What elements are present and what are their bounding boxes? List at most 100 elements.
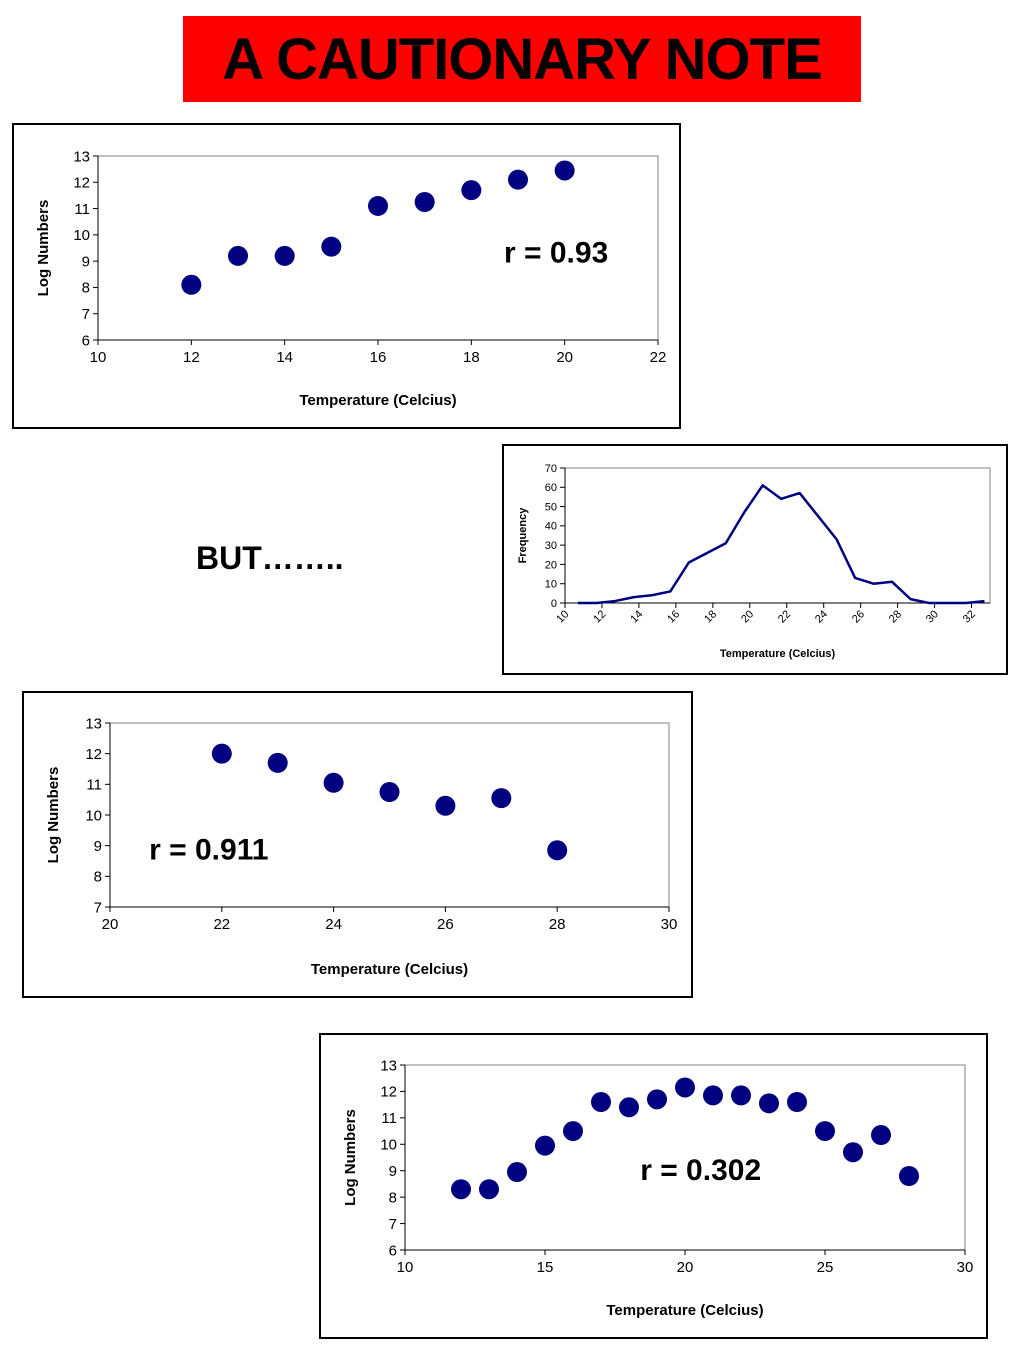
x-tick-label: 26 (850, 608, 867, 625)
y-tick-label: 8 (389, 1189, 397, 1206)
series-line (577, 484, 985, 605)
y-tick-label: 6 (82, 332, 90, 349)
y-tick-label: 7 (389, 1216, 397, 1233)
x-tick-label: 10 (397, 1259, 414, 1276)
data-point (563, 1121, 583, 1142)
y-tick-label: 6 (389, 1242, 397, 1259)
y-tick-label: 7 (82, 306, 90, 323)
y-tick-label: 30 (545, 540, 557, 552)
data-point (491, 788, 512, 809)
x-axis-label: Temperature (Celcius) (720, 648, 836, 660)
y-tick-label: 40 (545, 521, 557, 533)
data-point (451, 1179, 471, 1200)
x-tick-label: 16 (370, 349, 387, 366)
data-point (731, 1085, 751, 1106)
plot-area (109, 722, 670, 908)
data-point (647, 1089, 667, 1110)
data-point (899, 1166, 919, 1186)
x-tick-label: 14 (628, 608, 645, 625)
y-tick-label: 13 (85, 715, 102, 732)
chart-3: 7 8 9 10 11 12 13 20 22 24 26 28 30 Temperature (Celc… (45, 715, 678, 978)
data-point (479, 1179, 499, 1200)
y-tick-label: 10 (85, 807, 102, 824)
y-tick-label: 0 (551, 598, 557, 610)
chart-4: 6 7 8 9 10 11 12 13 10 15 20 25 30 Temperature (Celci… (342, 1057, 974, 1319)
y-tick-label: 8 (82, 280, 90, 297)
x-tick-label: 30 (957, 1259, 974, 1276)
x-tick-label: 15 (537, 1259, 554, 1276)
data-point (323, 772, 344, 793)
x-tick-label: 20 (102, 916, 119, 933)
y-tick-label: 60 (545, 482, 557, 494)
data-point (675, 1077, 695, 1098)
data-point (547, 840, 568, 861)
data-point (815, 1121, 835, 1142)
data-point (267, 752, 288, 773)
data-point (508, 169, 528, 190)
y-tick-label: 12 (380, 1084, 397, 1101)
x-tick-label: 22 (776, 608, 793, 625)
x-tick-label: 14 (276, 349, 293, 366)
data-point (871, 1125, 891, 1146)
data-point (379, 782, 400, 802)
y-tick-label: 9 (389, 1163, 397, 1180)
data-point (435, 795, 456, 816)
x-tick-label: 26 (437, 916, 454, 933)
correlation-label: r = 0.302 (640, 1154, 761, 1187)
y-tick-label: 9 (94, 838, 102, 855)
x-tick-label: 22 (213, 916, 230, 933)
chart-panel-2: 0 10 20 30 40 50 60 70 10 12 14 16 18 20 22 24 26 28 30 32 T… (502, 444, 1008, 675)
correlation-label: r = 0.911 (149, 833, 268, 866)
y-tick-label: 11 (381, 1110, 397, 1127)
data-point (461, 180, 482, 201)
y-tick-label: 8 (94, 869, 102, 886)
x-tick-label: 30 (924, 608, 941, 625)
data-point (759, 1093, 779, 1114)
data-point (787, 1092, 807, 1112)
data-point (843, 1142, 863, 1163)
data-point (274, 245, 295, 266)
data-point (228, 245, 248, 266)
x-tick-label: 10 (554, 608, 571, 625)
y-tick-label: 10 (545, 579, 557, 591)
data-point (321, 236, 342, 257)
chart-panel-1: 6 7 8 9 10 11 12 13 10 12 14 16 18 20 22 Temperature (C… (12, 123, 681, 429)
y-axis-label: Log Numbers (45, 767, 62, 864)
x-axis-label: Temperature (Celcius) (299, 392, 456, 409)
x-axis-label: Temperature (Celcius) (311, 961, 468, 978)
chart-panel-3: 7 8 9 10 11 12 13 20 22 24 26 28 30 Temperature (Celc… (22, 691, 693, 998)
data-point (554, 160, 575, 181)
x-tick-label: 16 (665, 608, 682, 625)
y-tick-label: 7 (94, 899, 102, 916)
x-tick-label: 32 (961, 608, 978, 625)
y-tick-label: 12 (85, 746, 102, 763)
y-tick-label: 11 (74, 201, 90, 218)
page-title: A CAUTIONARY NOTE (222, 26, 823, 92)
data-point (535, 1135, 555, 1156)
data-point (619, 1097, 639, 1118)
x-tick-label: 18 (702, 608, 719, 625)
y-tick-label: 10 (380, 1137, 397, 1154)
x-tick-label: 24 (325, 916, 342, 933)
y-tick-label: 50 (545, 501, 557, 513)
y-tick-label: 11 (86, 777, 102, 794)
x-tick-label: 28 (549, 916, 566, 933)
data-point (507, 1162, 527, 1183)
y-axis-label: Frequency (517, 507, 529, 564)
x-tick-label: 12 (183, 349, 200, 366)
x-tick-label: 10 (90, 349, 107, 366)
x-tick-label: 30 (661, 916, 678, 933)
data-point (211, 743, 232, 764)
data-point (368, 195, 388, 216)
x-tick-label: 28 (887, 608, 904, 625)
y-axis-label: Log Numbers (35, 200, 52, 297)
but-text: BUT…….. (196, 540, 344, 576)
title-banner: A CAUTIONARY NOTE (183, 16, 861, 102)
chart-panel-4: 6 7 8 9 10 11 12 13 10 15 20 25 30 Temperature (Celci… (319, 1033, 988, 1339)
x-tick-label: 24 (813, 608, 830, 625)
x-tick-label: 22 (650, 349, 667, 366)
x-tick-label: 25 (817, 1259, 834, 1276)
y-axis-label: Log Numbers (342, 1109, 359, 1206)
x-tick-label: 20 (677, 1259, 694, 1276)
